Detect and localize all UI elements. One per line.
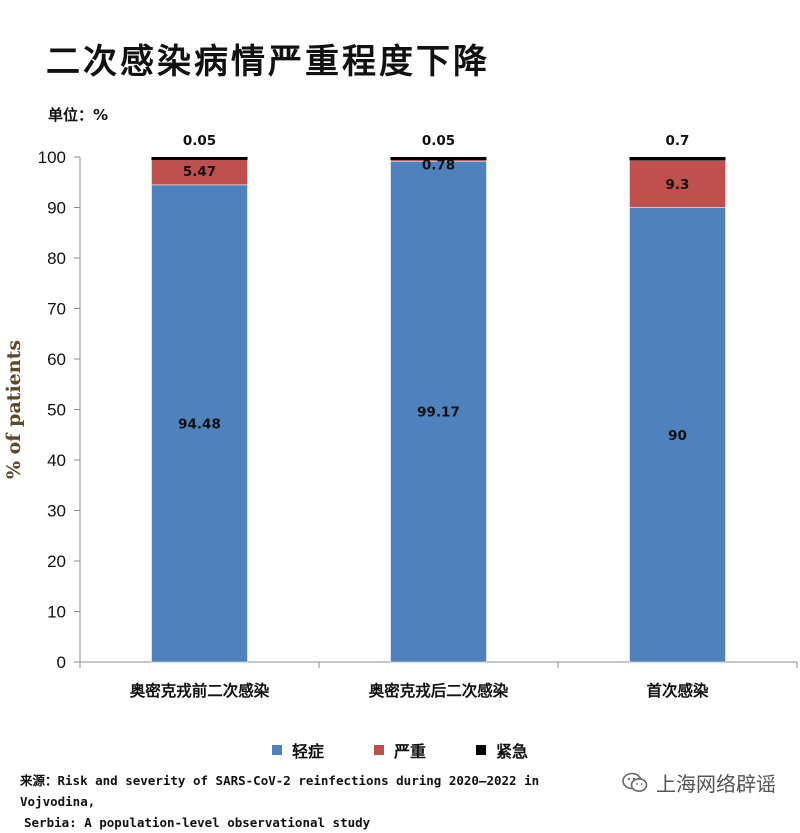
legend-label-mild: 轻症 xyxy=(291,742,324,761)
bar-segment-critical xyxy=(390,157,487,160)
y-tick-label: 50 xyxy=(47,401,66,420)
x-category-label: 首次感染 xyxy=(646,681,709,700)
unit-label: 单位：% xyxy=(48,106,109,124)
x-category-label: 奥密克戎后二次感染 xyxy=(369,681,509,700)
data-label-severe: 0.78 xyxy=(422,157,455,173)
data-label-severe: 9.3 xyxy=(666,177,690,193)
legend-swatch-severe xyxy=(373,745,384,755)
legend-swatch-critical xyxy=(476,745,486,755)
bar-segment-mild xyxy=(151,184,248,663)
legend-swatch-mild xyxy=(271,745,282,755)
y-tick-label: 100 xyxy=(38,148,66,167)
legend-item-critical: 紧急 xyxy=(476,738,528,762)
bar-segment-mild xyxy=(390,160,487,663)
legend-label-critical: 紧急 xyxy=(496,742,529,761)
watermark-text: 上海网络辟谣 xyxy=(656,772,776,796)
bar-segment-mild xyxy=(629,207,726,663)
legend-label-severe: 严重 xyxy=(393,742,426,761)
y-tick-label: 70 xyxy=(47,300,66,319)
data-label-critical: 0.7 xyxy=(666,133,690,149)
wechat-icon xyxy=(622,772,648,794)
source-line-1: 来源：Risk and severity of SARS-CoV-2 reinf… xyxy=(20,773,540,809)
bar-segment-critical xyxy=(629,157,726,161)
y-tick-label: 80 xyxy=(47,249,66,268)
source-line-2: Serbia: A population-level observational… xyxy=(24,815,371,830)
y-tick-label: 30 xyxy=(47,502,66,521)
x-category-label: 奥密克戎前二次感染 xyxy=(130,681,270,700)
bar-segment-critical xyxy=(151,157,248,160)
y-tick-label: 10 xyxy=(47,603,66,622)
data-label-critical: 0.05 xyxy=(183,133,216,149)
legend-item-severe: 严重 xyxy=(373,738,426,762)
data-label-mild: 94.48 xyxy=(178,416,221,432)
chart-legend: 轻症 严重 紧急 xyxy=(0,738,800,762)
data-label-mild: 90 xyxy=(668,428,687,444)
page-title: 二次感染病情严重程度下降 xyxy=(46,42,490,82)
data-label-mild: 99.17 xyxy=(417,405,460,421)
watermark: 上海网络辟谣 xyxy=(622,768,776,797)
data-label-severe: 5.47 xyxy=(183,164,216,180)
y-tick-label: 90 xyxy=(47,199,66,218)
y-tick-label: 40 xyxy=(47,451,66,470)
stacked-bar-chart: 0 10 20 30 40 50 60 70 80 90 100 % of patients 94.48… xyxy=(3,133,798,700)
y-axis-title: % of patients xyxy=(3,340,25,479)
legend-item-mild: 轻症 xyxy=(271,738,324,762)
bar-segment-severe xyxy=(151,157,248,186)
source-citation: 来源：Risk and severity of SARS-CoV-2 reinf… xyxy=(20,770,620,833)
y-tick-label: 60 xyxy=(47,350,66,369)
y-tick-label: 20 xyxy=(47,552,66,571)
data-label-critical: 0.05 xyxy=(422,133,455,149)
y-tick-label: 0 xyxy=(57,653,66,672)
